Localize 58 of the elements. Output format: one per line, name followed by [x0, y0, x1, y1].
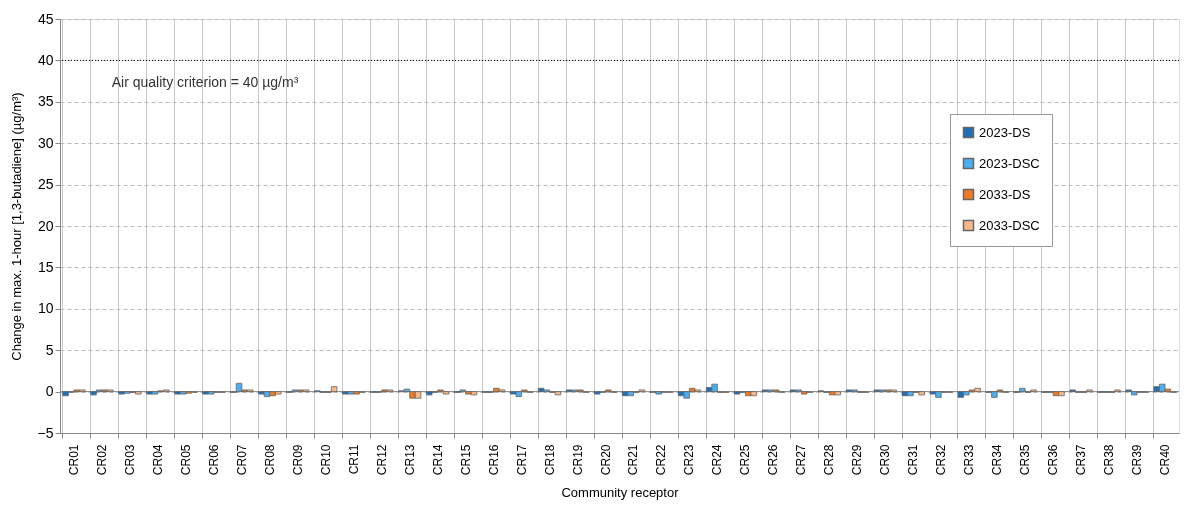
x-tick-label: CR22 — [654, 444, 669, 476]
x-tick-label: CR35 — [1018, 444, 1033, 476]
x-tick-label: CR05 — [178, 444, 193, 476]
x-tick-label: CR29 — [850, 444, 865, 476]
y-tick-label: 5 — [45, 341, 54, 358]
x-tick-label: CR20 — [598, 444, 613, 476]
x-tick-label: CR11 — [346, 444, 361, 475]
legend-label: 2023-DS — [979, 124, 1031, 140]
x-tick-label: CR24 — [710, 444, 725, 476]
y-tick-label: 25 — [37, 176, 54, 193]
legend-label: 2033-DSC — [979, 217, 1040, 233]
y-axis-title: Change in max. 1-hour [1,3-butadiene] (µg/m³) — [8, 92, 24, 361]
x-tick-label: CR27 — [794, 444, 809, 476]
y-tick-label: 30 — [37, 134, 54, 151]
legend-label: 2033-DS — [979, 186, 1031, 202]
y-tick-label: 0 — [45, 383, 54, 400]
x-tick-label: CR36 — [1046, 444, 1061, 476]
x-tick-label: CR39 — [1130, 444, 1145, 476]
x-tick-label: CR06 — [206, 444, 221, 476]
x-tick-label: CR30 — [878, 444, 893, 476]
y-tick-label: 45 — [37, 10, 54, 27]
x-tick-label: CR03 — [122, 444, 137, 476]
x-tick-label: CR38 — [1102, 444, 1117, 476]
legend-label: 2023-DSC — [979, 155, 1040, 171]
y-tick-label: 15 — [37, 258, 54, 275]
y-tick-label: −5 — [37, 424, 54, 441]
x-tick-label: CR12 — [374, 444, 389, 476]
x-tick-label: CR37 — [1074, 444, 1089, 476]
x-tick-label: CR31 — [906, 444, 921, 476]
x-axis-title: Community receptor — [561, 485, 680, 501]
x-tick-label: CR04 — [150, 444, 165, 476]
x-tick-label: CR14 — [430, 444, 445, 476]
x-tick-label: CR34 — [990, 444, 1005, 476]
x-tick-label: CR25 — [738, 444, 753, 476]
x-tick-label: CR01 — [66, 444, 81, 476]
x-tick-label: CR13 — [402, 444, 417, 476]
x-tick-label: CR26 — [766, 444, 781, 476]
x-tick-label: CR07 — [234, 444, 249, 476]
y-tick-label: 10 — [37, 300, 54, 317]
x-tick-label: CR28 — [822, 444, 837, 476]
y-tick-label: 40 — [37, 51, 54, 68]
x-tick-label: CR10 — [318, 444, 333, 476]
x-tick-label: CR40 — [1158, 444, 1173, 476]
x-tick-label: CR09 — [290, 444, 305, 476]
x-tick-label: CR18 — [542, 444, 557, 476]
x-tick-label: CR15 — [458, 444, 473, 476]
x-tick-label: CR17 — [514, 444, 529, 476]
y-tick-label: 20 — [37, 217, 54, 234]
x-tick-label: CR21 — [626, 444, 641, 476]
x-tick-label: CR02 — [94, 444, 109, 476]
x-tick-label: CR32 — [934, 444, 949, 476]
x-tick-label: CR23 — [682, 444, 697, 476]
ref-line-label: Air quality criterion = 40 µg/m³ — [111, 74, 299, 90]
y-tick-label: 35 — [37, 93, 54, 110]
x-tick-label: CR08 — [262, 444, 277, 476]
x-tick-label: CR33 — [962, 444, 977, 476]
x-tick-label: CR19 — [570, 444, 585, 476]
x-tick-label: CR16 — [486, 444, 501, 476]
